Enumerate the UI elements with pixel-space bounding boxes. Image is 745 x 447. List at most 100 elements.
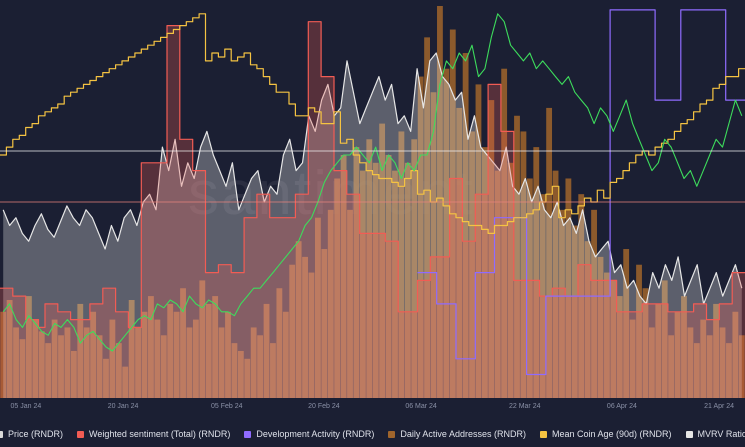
legend-label: Weighted sentiment (Total) (RNDR) — [89, 429, 231, 439]
daa-bar — [192, 319, 199, 398]
daa-bar — [167, 303, 174, 398]
daa-bar — [623, 249, 630, 398]
legend-swatch — [0, 430, 3, 438]
daa-bar — [205, 303, 212, 398]
mean-coin-age-90d-rndr-line — [0, 13, 745, 234]
daa-bar — [475, 84, 482, 399]
legend-item[interactable]: Mean Coin Age (90d) (RNDR) — [539, 429, 672, 439]
legend-item[interactable]: MVRV Ratio (RNDR) — [685, 429, 745, 439]
daa-bar — [32, 319, 39, 398]
daa-bar — [51, 319, 58, 398]
daa-bar — [250, 327, 257, 398]
daa-bar — [148, 296, 154, 398]
chart-svg: santiment 05 Jan 24 20 Jan 24 05 Feb 24 20 … — [0, 6, 745, 410]
daa-bar — [700, 319, 707, 398]
daa-bar — [706, 335, 713, 398]
daa-bar — [276, 288, 283, 398]
daa-bar — [520, 131, 527, 398]
daa-bar — [347, 209, 353, 398]
daa-bar — [604, 272, 610, 398]
daa-bar — [353, 147, 360, 398]
price-rndr-line — [2, 13, 743, 352]
daa-bar — [173, 311, 180, 398]
daa-bar — [469, 131, 475, 398]
daa-bar — [507, 162, 514, 398]
daa-bar — [674, 311, 681, 398]
daa-bar — [559, 209, 565, 398]
daa-bar — [270, 343, 276, 398]
daa-bar — [488, 100, 495, 398]
daa-bar — [494, 170, 501, 398]
daa-bar — [141, 311, 148, 398]
daa-bar — [462, 53, 469, 398]
mvrv-ratio-rndr-line — [2, 52, 743, 305]
daa-bar — [25, 296, 32, 398]
legend-item[interactable]: Price (RNDR) — [0, 429, 63, 439]
daa-bar — [83, 327, 90, 398]
daa-bar — [327, 209, 334, 398]
daa-bar — [404, 162, 411, 398]
legend-label: Daily Active Addresses (RNDR) — [400, 429, 526, 439]
daa-bar — [565, 178, 572, 398]
daa-bar — [115, 343, 122, 398]
daa-bar — [681, 296, 687, 398]
series-group — [0, 9, 745, 398]
daa-bar — [526, 178, 533, 398]
daa-bar — [726, 343, 732, 398]
daa-bar — [417, 76, 424, 398]
daa-bar — [668, 335, 675, 398]
daa-bar — [642, 288, 649, 398]
daa-bar — [359, 170, 366, 398]
legend-item[interactable]: Weighted sentiment (Total) (RNDR) — [77, 429, 230, 439]
daa-bar — [289, 264, 296, 398]
daa-bar — [302, 256, 308, 398]
daa-bar — [45, 343, 52, 398]
legend-label: Price (RNDR) — [8, 429, 63, 439]
daa-bar — [372, 162, 379, 398]
daa-bar — [199, 280, 206, 398]
daa-bar — [443, 68, 450, 398]
daa-bar — [597, 256, 604, 398]
legend-label: Mean Coin Age (90d) (RNDR) — [551, 429, 672, 439]
daa-bar — [552, 170, 559, 398]
daa-bar — [282, 311, 289, 398]
daa-bar — [738, 335, 745, 398]
legend-item[interactable]: Daily Active Addresses (RNDR) — [388, 429, 526, 439]
daa-bar — [713, 303, 720, 398]
daa-bar — [218, 327, 225, 398]
x-tick-label: 06 Mar 24 — [405, 403, 437, 410]
daa-bar — [648, 327, 655, 398]
daa-bar — [135, 327, 141, 398]
daa-bar — [308, 272, 315, 398]
legend-swatch — [539, 430, 547, 438]
daa-bar — [514, 115, 520, 398]
daa-bar — [13, 327, 19, 398]
daa-bar — [128, 300, 135, 398]
daa-bar — [610, 280, 617, 398]
daa-bar — [180, 288, 186, 398]
legend-swatch — [244, 430, 252, 438]
daa-bar — [379, 123, 386, 398]
daa-bar — [719, 327, 726, 398]
daa-bar — [225, 311, 231, 398]
legend-item[interactable]: Development Activity (RNDR) — [244, 429, 374, 439]
daa-bar — [122, 366, 129, 398]
daa-bar — [90, 311, 97, 398]
daa-bar — [109, 319, 116, 398]
daa-bar — [693, 343, 700, 398]
daa-bar — [314, 217, 321, 398]
daa-bar — [244, 358, 251, 398]
daa-bar — [533, 147, 540, 398]
daa-bar — [732, 311, 739, 398]
legend-label: Development Activity (RNDR) — [256, 429, 375, 439]
daa-bar — [616, 296, 623, 398]
daa-bar — [411, 139, 418, 398]
legend-swatch — [685, 430, 693, 438]
daa-bar — [237, 350, 244, 398]
daa-bar — [430, 92, 437, 399]
daa-bar — [385, 154, 392, 398]
daa-bar — [571, 225, 578, 398]
daa-bar — [334, 178, 341, 398]
daa-bar — [38, 331, 45, 398]
daa-bar — [591, 209, 597, 398]
